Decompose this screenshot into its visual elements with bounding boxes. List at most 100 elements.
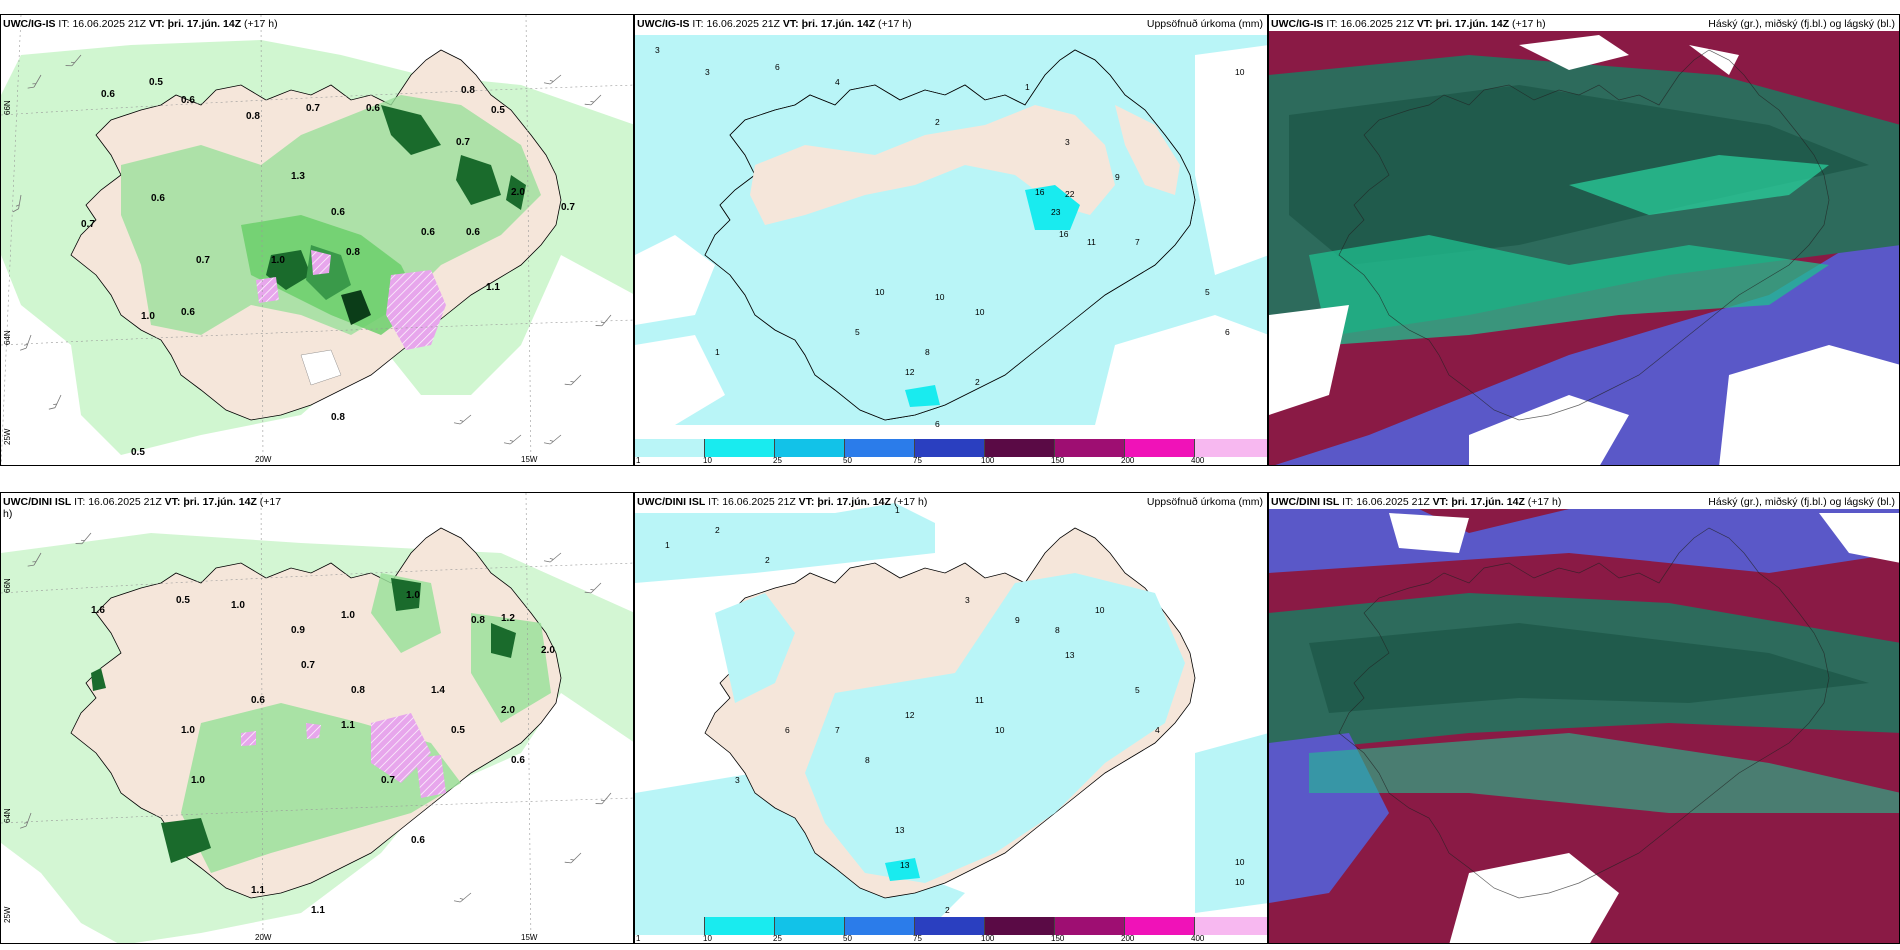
panel-title: UWC/DINI ISL IT: 16.06.2025 21Z VT: þri.… xyxy=(1271,496,1562,508)
svg-text:0.7: 0.7 xyxy=(381,775,395,786)
lon-label-20w: 20W xyxy=(255,933,272,942)
panel-title: UWC/DINI ISL IT: 16.06.2025 21Z VT: þri.… xyxy=(637,496,928,508)
svg-text:2: 2 xyxy=(945,905,950,915)
svg-text:13: 13 xyxy=(900,860,910,870)
svg-text:2.0: 2.0 xyxy=(541,645,555,656)
svg-text:10: 10 xyxy=(1235,67,1245,77)
cloud-map xyxy=(1269,31,1899,465)
lat-label-66n: 66N xyxy=(3,100,12,115)
colorbar-swatch xyxy=(635,439,705,457)
svg-text:2: 2 xyxy=(975,377,980,387)
svg-text:13: 13 xyxy=(1065,650,1075,660)
svg-text:0.7: 0.7 xyxy=(456,137,470,148)
svg-text:0.6: 0.6 xyxy=(411,835,425,846)
svg-text:12: 12 xyxy=(905,710,915,720)
panel-subtitle: Háský (gr.), miðský (fj.bl.) og lágský (… xyxy=(1708,18,1895,30)
svg-text:1.0: 1.0 xyxy=(191,775,205,786)
svg-text:0.6: 0.6 xyxy=(151,193,165,204)
svg-text:1.6: 1.6 xyxy=(91,605,105,616)
svg-text:0.5: 0.5 xyxy=(149,77,163,88)
svg-text:1.1: 1.1 xyxy=(311,905,325,916)
svg-text:0.6: 0.6 xyxy=(251,695,265,706)
svg-text:2.0: 2.0 xyxy=(501,705,515,716)
svg-text:23: 23 xyxy=(1051,207,1061,217)
colorbar-swatch xyxy=(1055,439,1125,457)
svg-text:22: 22 xyxy=(1065,189,1075,199)
svg-text:3: 3 xyxy=(735,775,740,785)
colorbar-swatch xyxy=(635,917,705,935)
svg-text:0.6: 0.6 xyxy=(331,207,345,218)
colorbar-swatch xyxy=(915,439,985,457)
svg-text:3: 3 xyxy=(705,67,710,77)
svg-text:1.0: 1.0 xyxy=(141,311,155,322)
svg-text:5: 5 xyxy=(1135,685,1140,695)
precip-wind-map: 1.60.5 1.0 0.91.01.0 0.8 1.22.0 0.70.80.6 … xyxy=(1,493,633,943)
svg-text:2: 2 xyxy=(715,525,720,535)
svg-text:3: 3 xyxy=(1065,137,1070,147)
lon-label-15w: 15W xyxy=(521,933,538,942)
svg-text:1: 1 xyxy=(895,505,900,515)
panel-dini-wind: UWC/DINI ISL IT: 16.06.2025 21Z VT: þri.… xyxy=(0,492,634,944)
svg-text:4: 4 xyxy=(1155,725,1160,735)
colorbar-labels: 1 10 25 50 75 100 150 200 400 xyxy=(636,934,1205,943)
svg-text:10: 10 xyxy=(1095,605,1105,615)
colorbar-swatch xyxy=(1055,917,1125,935)
colorbar-swatch xyxy=(1125,917,1195,935)
svg-text:1.1: 1.1 xyxy=(486,282,500,293)
colorbar-swatch xyxy=(775,439,845,457)
svg-text:1: 1 xyxy=(715,347,720,357)
precip-labels: 1.60.5 1.0 0.91.01.0 0.8 1.22.0 0.70.80.6 … xyxy=(91,590,555,916)
svg-text:8: 8 xyxy=(865,755,870,765)
svg-text:8: 8 xyxy=(1055,625,1060,635)
svg-text:6: 6 xyxy=(935,419,940,429)
precip-labels: 0.60.50.6 0.80.7 0.6 0.80.50.7 1.30.60.6 … xyxy=(81,77,575,458)
svg-text:1.0: 1.0 xyxy=(231,600,245,611)
panel-subtitle: Uppsöfnuð úrkoma (mm) xyxy=(1146,18,1263,30)
svg-text:1.0: 1.0 xyxy=(406,590,420,601)
panel-subtitle: Uppsöfnuð úrkoma (mm) xyxy=(1146,496,1263,508)
svg-text:3: 3 xyxy=(965,595,970,605)
svg-text:0.6: 0.6 xyxy=(181,95,195,106)
svg-text:0.6: 0.6 xyxy=(101,89,115,100)
colorbar-swatch xyxy=(705,439,775,457)
svg-text:13: 13 xyxy=(895,825,905,835)
lon-label-15w: 15W xyxy=(521,455,538,464)
svg-text:0.8: 0.8 xyxy=(461,85,475,96)
svg-text:10: 10 xyxy=(935,292,945,302)
svg-text:1.2: 1.2 xyxy=(501,613,515,624)
svg-text:1.0: 1.0 xyxy=(181,725,195,736)
svg-text:6: 6 xyxy=(1225,327,1230,337)
svg-text:9: 9 xyxy=(1015,615,1020,625)
svg-text:0.9: 0.9 xyxy=(291,625,305,636)
panel-ig-is-wind: UWC/IG-IS IT: 16.06.2025 21Z VT: þri. 17… xyxy=(0,14,634,466)
lat-label-64n: 64N xyxy=(3,808,12,823)
svg-text:0.5: 0.5 xyxy=(176,595,190,606)
svg-text:5: 5 xyxy=(1205,287,1210,297)
lon-label-20w: 20W xyxy=(255,455,272,464)
svg-text:16: 16 xyxy=(1035,187,1045,197)
svg-text:7: 7 xyxy=(835,725,840,735)
svg-text:0.7: 0.7 xyxy=(301,660,315,671)
svg-text:0.7: 0.7 xyxy=(561,202,575,213)
accum-precip-map: 3 3 6 4 2 1 3 9 16 23 22 16 11 7 10 10 10 12 8 5 2 6 1 1… xyxy=(635,35,1267,429)
colorbar-labels: 1 10 25 50 75 100 150 200 400 xyxy=(636,456,1205,465)
svg-text:1.3: 1.3 xyxy=(291,171,305,182)
panel-title: UWC/DINI ISL IT: 16.06.2025 21Z VT: þri.… xyxy=(3,496,282,520)
colorbar-swatch xyxy=(775,917,845,935)
svg-text:0.5: 0.5 xyxy=(131,447,145,458)
panel-title: UWC/IG-IS IT: 16.06.2025 21Z VT: þri. 17… xyxy=(1271,18,1546,30)
colorbar-swatch xyxy=(705,917,775,935)
svg-text:10: 10 xyxy=(1235,857,1245,867)
colorbar-swatch xyxy=(1125,439,1195,457)
svg-text:6: 6 xyxy=(775,62,780,72)
colorbar xyxy=(635,439,1267,457)
colorbar-swatch xyxy=(985,439,1055,457)
svg-text:10: 10 xyxy=(995,725,1005,735)
svg-text:1.0: 1.0 xyxy=(271,255,285,266)
svg-text:7: 7 xyxy=(1135,237,1140,247)
svg-text:0.6: 0.6 xyxy=(366,103,380,114)
colorbar-swatch xyxy=(845,439,915,457)
precip-wind-map: 0.60.50.6 0.80.7 0.6 0.80.50.7 1.30.60.6 … xyxy=(1,15,633,465)
colorbar-swatch xyxy=(1195,439,1267,457)
